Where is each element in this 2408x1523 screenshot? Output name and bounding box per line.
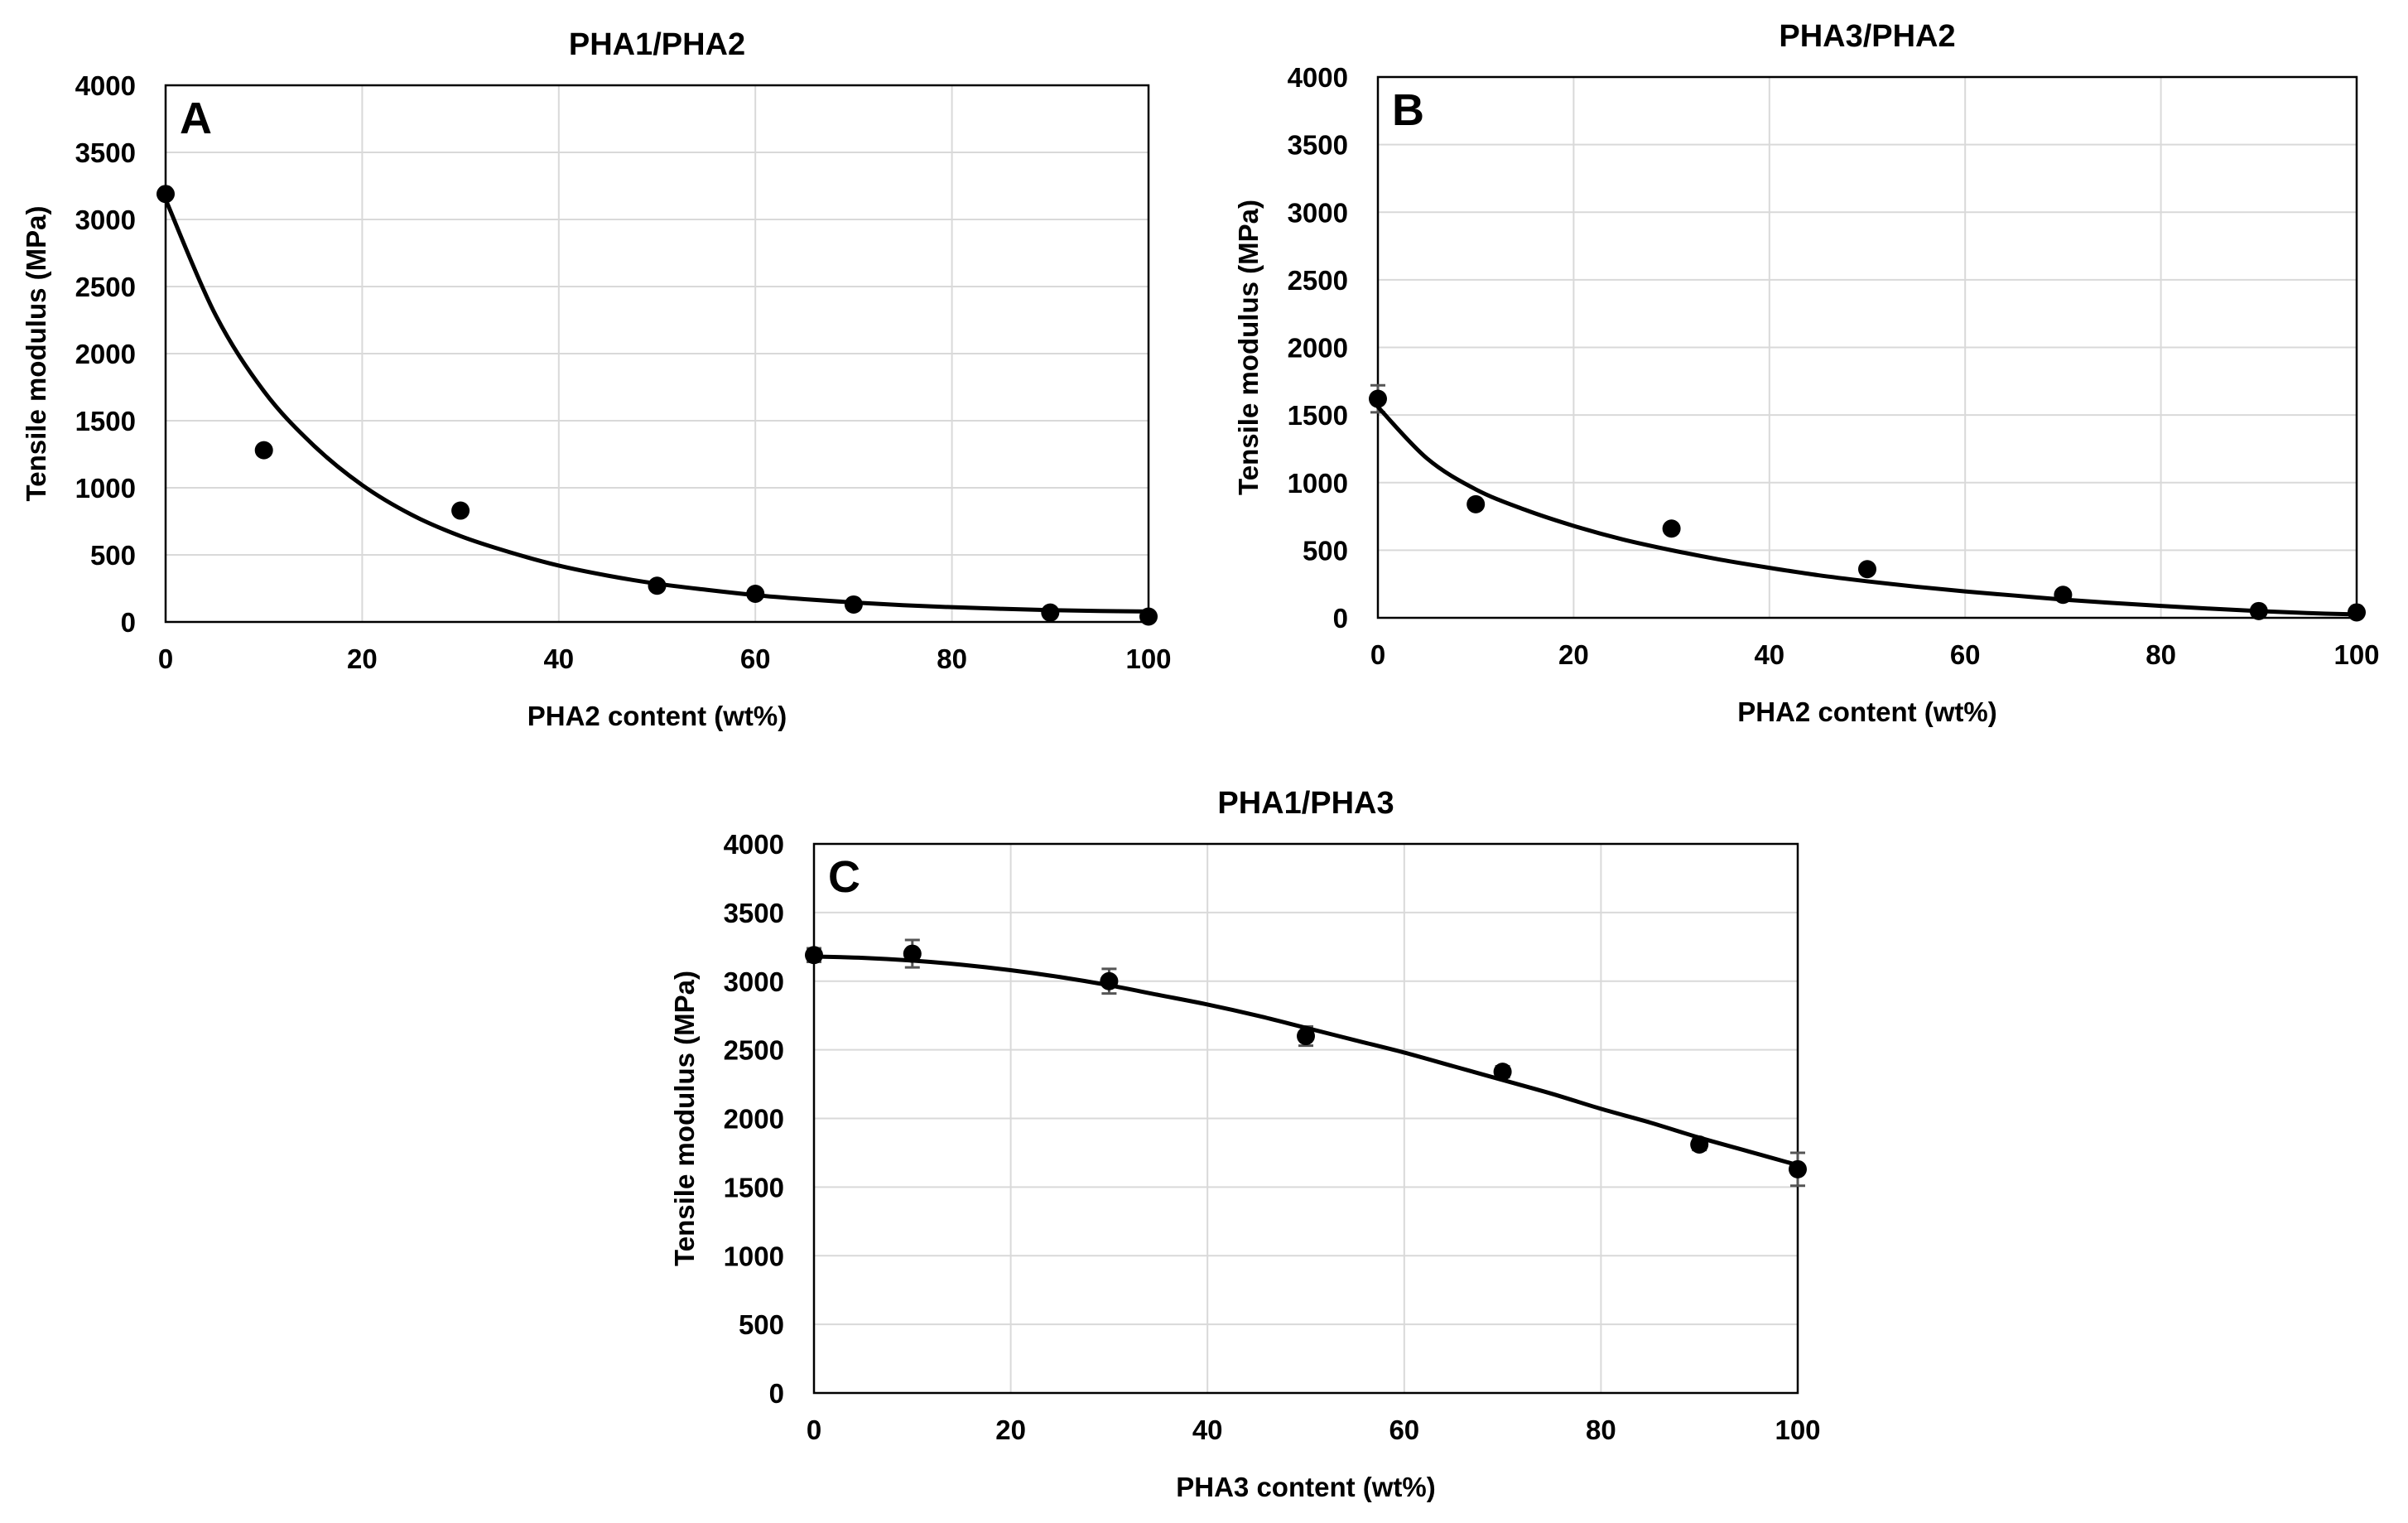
axis-ticks-b: 0 20 40 60 80 1000500100015002000250030003500… <box>1288 62 2380 670</box>
panel-label-a: A <box>180 94 212 143</box>
data-point-c <box>1493 1063 1512 1082</box>
chart-title-a: PHA1/PHA2 <box>569 27 745 62</box>
x-tick-label: 60 <box>1950 639 1981 670</box>
chart-panel-b: 0 20 40 60 80 1000500100015002000250030003500… <box>1233 19 2380 727</box>
chart-panel-c: 0 20 40 60 80 1000500100015002000250030003500… <box>669 786 1821 1502</box>
y-tick-label: 3000 <box>75 205 136 235</box>
series-marks-b <box>1369 383 2366 622</box>
data-point-b <box>1466 494 1486 513</box>
y-tick-label: 3500 <box>75 137 136 168</box>
plot-area-a <box>164 84 1150 624</box>
series-marks-c <box>805 938 1807 1188</box>
data-point-a <box>1041 603 1060 622</box>
data-point-c <box>1297 1027 1315 1046</box>
y-tick-label: 500 <box>90 540 136 571</box>
chart-panel-a: 0 20 40 60 80 1000500100015002000250030003500… <box>21 27 1172 731</box>
chart-title-b: PHA3/PHA2 <box>1779 19 1955 54</box>
series-marks-a <box>157 185 1158 626</box>
x-tick-label: 20 <box>995 1415 1026 1445</box>
x-tick-label: 100 <box>1125 643 1171 674</box>
x-axis-label-c: PHA3 content (wt%) <box>1176 1472 1436 1502</box>
axis-ticks-c: 0 20 40 60 80 1000500100015002000250030003500… <box>724 829 1821 1445</box>
x-axis-label-b: PHA2 content (wt%) <box>1737 696 1997 727</box>
data-point-a <box>254 441 273 460</box>
y-tick-label: 500 <box>1303 535 1348 566</box>
data-point-b <box>1662 519 1681 538</box>
x-tick-label: 100 <box>2333 639 2379 670</box>
y-tick-label: 1000 <box>724 1241 784 1271</box>
x-tick-label: 80 <box>2146 639 2176 670</box>
y-axis-label-c: Tensile modulus (MPa) <box>669 971 700 1266</box>
data-point-a <box>157 185 175 204</box>
y-tick-label: 3500 <box>724 898 784 928</box>
data-point-b <box>1858 560 1876 579</box>
x-tick-label: 60 <box>740 643 771 674</box>
y-tick-label: 1500 <box>75 406 136 436</box>
x-tick-label: 60 <box>1389 1415 1419 1445</box>
y-axis-label-b: Tensile modulus (MPa) <box>1233 200 1264 495</box>
y-tick-label: 500 <box>739 1309 784 1340</box>
y-tick-label: 2000 <box>75 339 136 369</box>
plot-area-b <box>1376 75 2358 619</box>
y-tick-label: 0 <box>121 607 136 638</box>
data-point-b <box>1369 389 1387 408</box>
x-tick-label: 0 <box>158 643 173 674</box>
x-tick-label: 40 <box>1754 639 1784 670</box>
chart-title-c: PHA1/PHA3 <box>1217 786 1394 821</box>
y-tick-label: 1000 <box>75 473 136 504</box>
y-tick-label: 2500 <box>1288 265 1348 296</box>
y-tick-label: 2000 <box>1288 333 1348 364</box>
y-tick-label: 2500 <box>75 272 136 302</box>
x-tick-label: 40 <box>543 643 574 674</box>
panel-label-c: C <box>828 852 860 902</box>
fit-curve-c <box>811 954 1800 1168</box>
x-tick-label: 0 <box>807 1415 821 1445</box>
y-tick-label: 2500 <box>724 1035 784 1066</box>
y-axis-label-a: Tensile modulus (MPa) <box>21 206 51 502</box>
panel-label-b: B <box>1392 85 1424 135</box>
x-tick-label: 20 <box>347 643 378 674</box>
x-tick-label: 0 <box>1370 639 1385 670</box>
fit-curve-a <box>163 197 1151 614</box>
x-tick-label: 100 <box>1775 1415 1820 1445</box>
y-tick-label: 1500 <box>1288 400 1348 431</box>
y-tick-label: 1000 <box>1288 468 1348 499</box>
y-tick-label: 2000 <box>724 1104 784 1135</box>
y-tick-label: 3000 <box>724 966 784 997</box>
x-tick-label: 20 <box>1558 639 1589 670</box>
x-axis-label-a: PHA2 content (wt%) <box>527 701 787 731</box>
y-tick-label: 0 <box>769 1378 784 1409</box>
x-tick-label: 80 <box>937 643 967 674</box>
x-tick-label: 80 <box>1586 1415 1616 1445</box>
y-tick-label: 3000 <box>1288 197 1348 228</box>
y-tick-label: 1500 <box>724 1172 784 1202</box>
y-tick-label: 4000 <box>75 70 136 101</box>
plot-area-c <box>812 842 1799 1395</box>
axis-ticks-a: 0 20 40 60 80 1000500100015002000250030003500… <box>75 70 1172 674</box>
data-point-a <box>451 501 470 520</box>
y-tick-label: 3500 <box>1288 130 1348 161</box>
y-tick-label: 4000 <box>724 829 784 860</box>
y-tick-label: 4000 <box>1288 62 1348 93</box>
y-tick-label: 0 <box>1333 603 1348 634</box>
x-tick-label: 40 <box>1192 1415 1223 1445</box>
fit-curve-b <box>1375 404 2359 617</box>
